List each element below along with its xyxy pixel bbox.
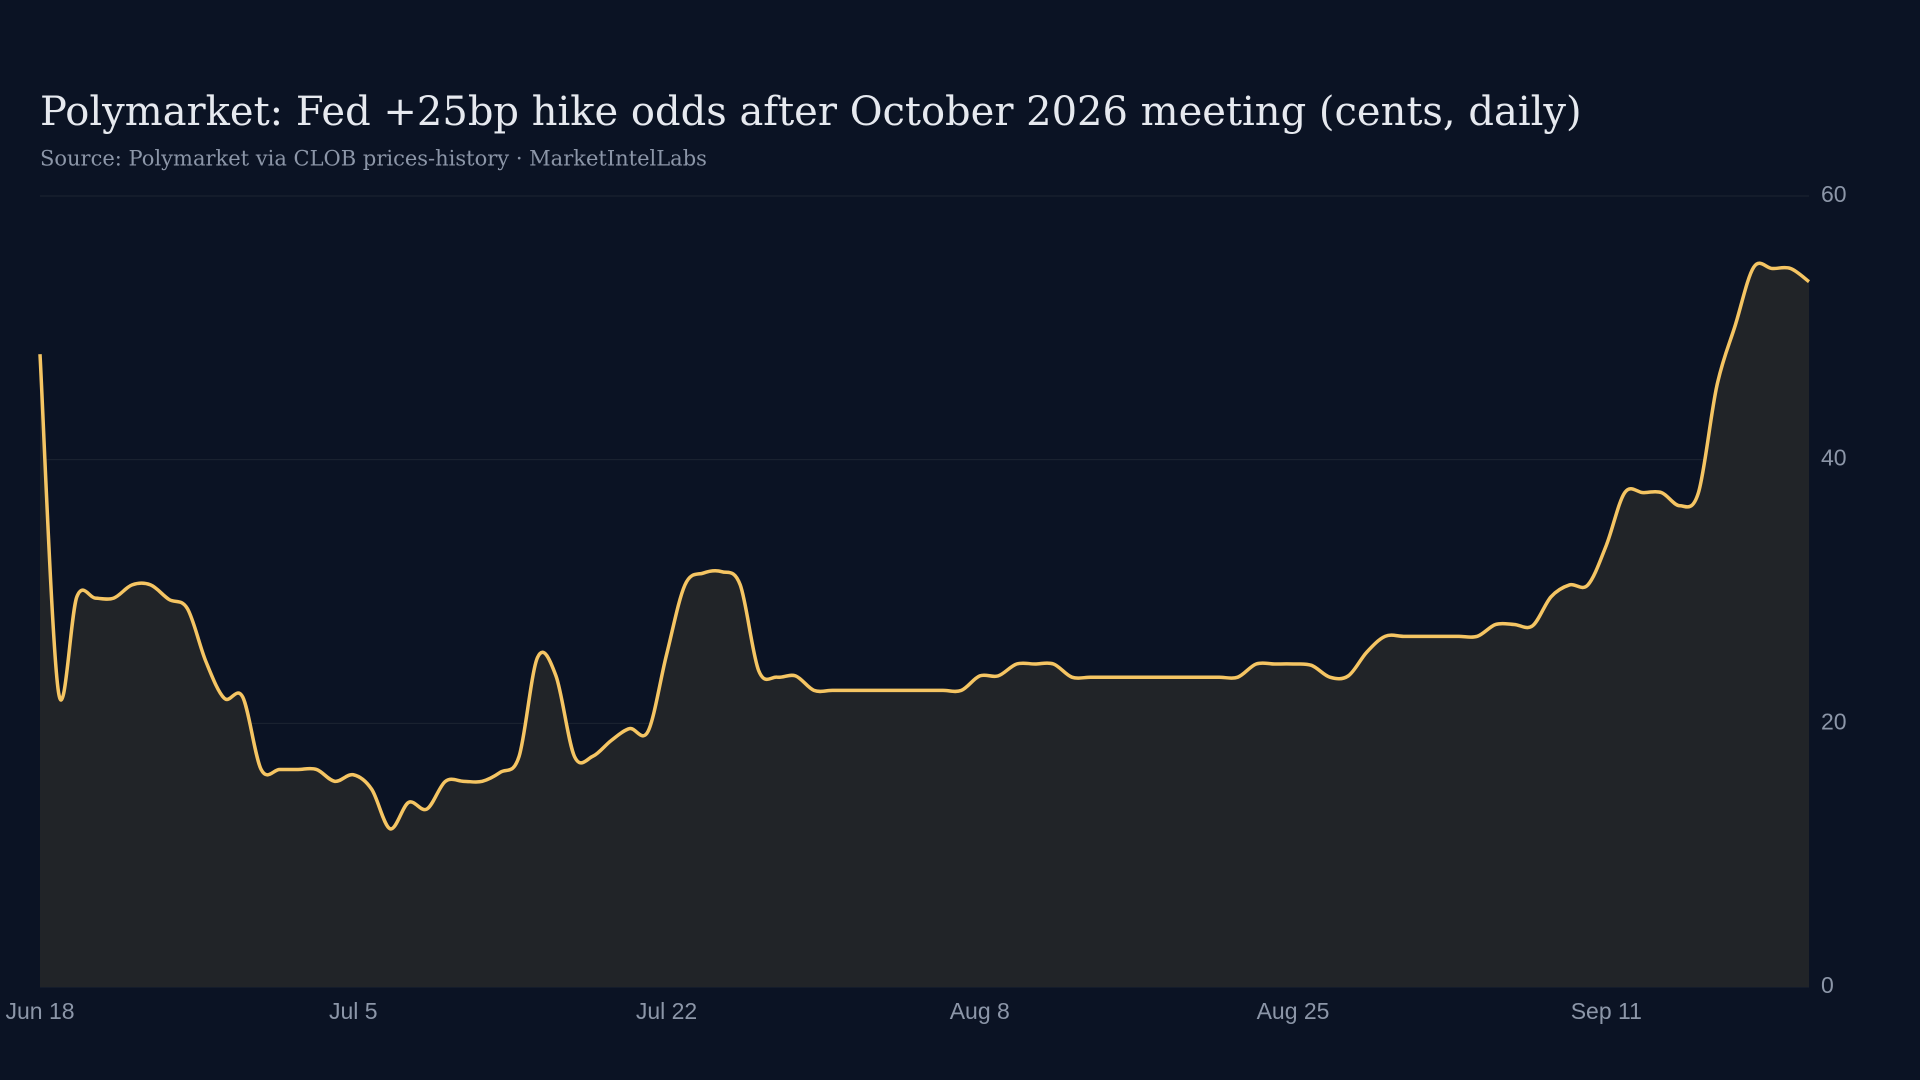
y-tick-label: 60 <box>1821 181 1847 207</box>
y-tick-label: 20 <box>1821 708 1847 734</box>
y-tick-label: 40 <box>1821 445 1847 471</box>
chart-title: Polymarket: Fed +25bp hike odds after Oc… <box>40 89 1582 135</box>
x-tick-label: Jul 22 <box>636 998 697 1024</box>
line <box>38 261 1811 831</box>
x-tick-label: Aug 25 <box>1257 998 1330 1024</box>
x-tick-label: Jun 18 <box>5 998 74 1024</box>
chart-subtitle: Source: Polymarket via CLOB prices-histo… <box>40 147 707 171</box>
y-tick-label: 0 <box>1821 972 1834 998</box>
x-tick-label: Aug 8 <box>950 998 1010 1024</box>
x-tick-label: Jul 5 <box>329 998 378 1024</box>
area-fill <box>40 263 1809 987</box>
x-tick-label: Sep 11 <box>1571 998 1642 1024</box>
